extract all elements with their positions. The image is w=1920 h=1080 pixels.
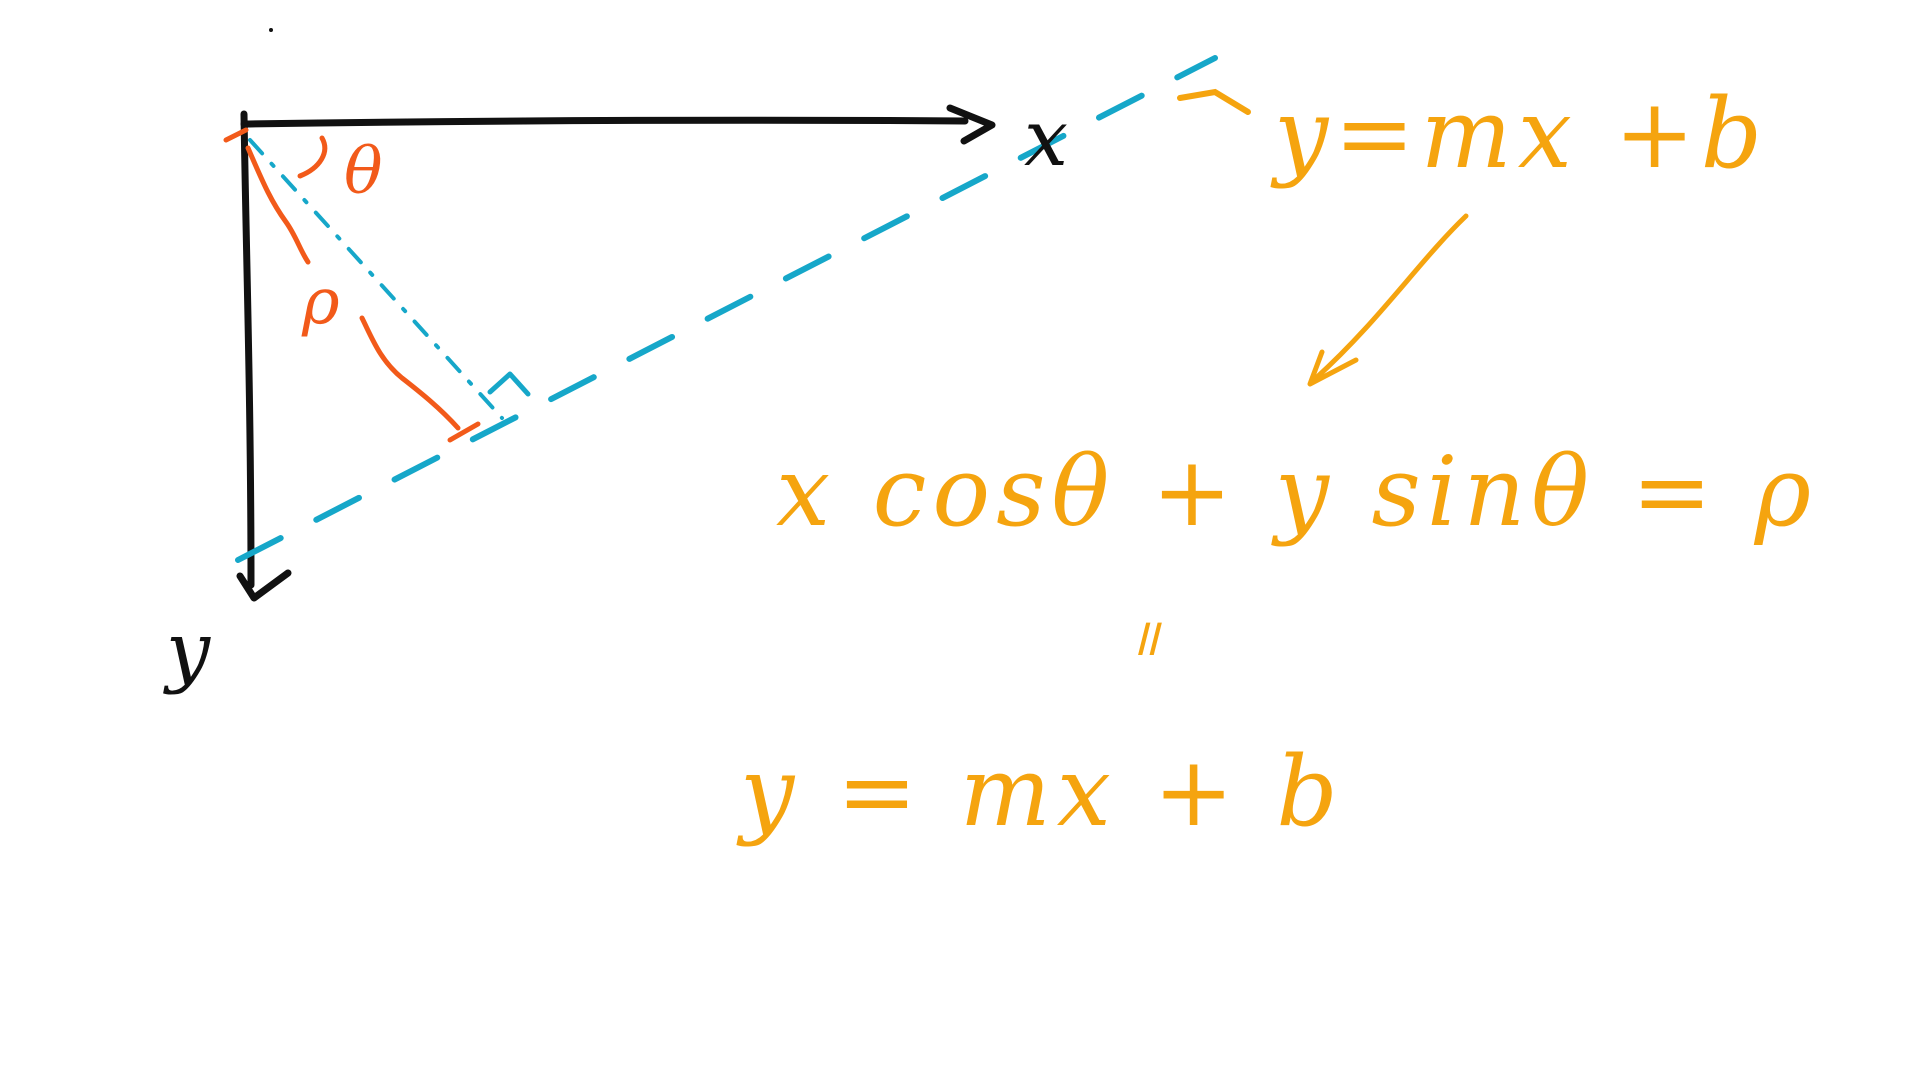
equals-mark: ॥: [1128, 608, 1166, 668]
x-axis-line: [240, 116, 969, 128]
rho-bracket-origin-tick: [223, 127, 249, 143]
conversion-arrow-shaft: [1313, 213, 1469, 381]
equation-slope-intercept-bottom: y = mx + b: [740, 736, 1344, 848]
rho-bracket-lower: [359, 315, 461, 431]
x-axis-label: x: [1024, 94, 1068, 184]
y-axis-line: [240, 110, 255, 589]
rho-label: ρ: [302, 265, 340, 339]
theta-arc: [297, 135, 328, 179]
theta-label: θ: [344, 135, 383, 209]
y-axis-arrowhead: [236, 569, 292, 602]
y-axis-label: y: [166, 606, 211, 696]
normal-dashdot-line: [248, 138, 504, 420]
equation-normal-form: x cosθ + y sinθ = ρ: [776, 436, 1817, 548]
right-angle-marker: [487, 371, 531, 397]
conversion-arrow-head: [1307, 349, 1359, 387]
stray-dot: [269, 28, 273, 32]
dashed-line-arrow-end: [1177, 88, 1251, 115]
dashed-line: [235, 55, 1218, 563]
rho-bracket-tip: [447, 421, 481, 443]
x-axis-arrowhead: [946, 104, 996, 145]
rho-bracket-upper: [245, 145, 311, 265]
equation-slope-intercept-top: y=mx +b: [1274, 78, 1769, 190]
